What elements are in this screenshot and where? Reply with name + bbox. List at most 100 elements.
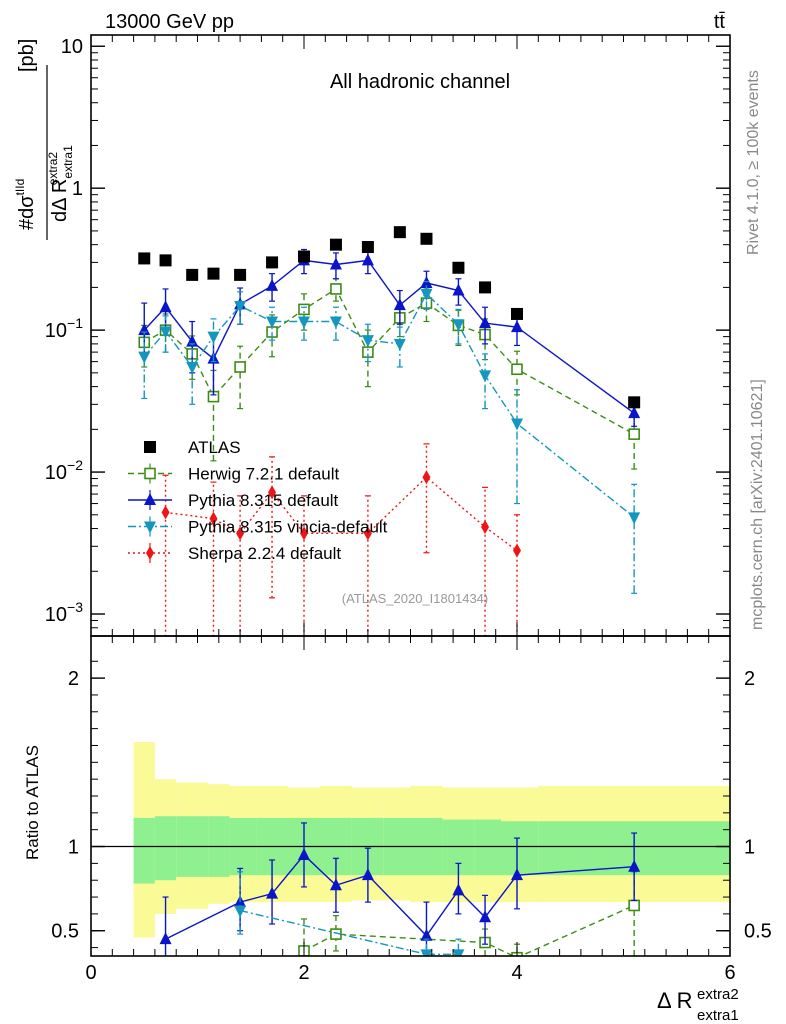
main-point-atlas [186,268,199,281]
energy-label: 13000 GeV pp [105,11,234,33]
main-y-axis-label: #dσtIId dΔ Rextra1extra2 [pb] [13,39,75,240]
y-label-unit: [pb] [16,39,38,72]
ratio-series-vincia [234,871,465,956]
ratio-point-vincia [234,905,247,918]
main-point-atlas [479,281,492,294]
main-point-atlas [298,250,310,263]
ratio-series-pythia [159,822,641,956]
main-line-sherpa [165,476,518,552]
main-point-atlas [361,241,374,254]
mcplots-label: mcplots.cern.ch [arXiv:2401.10621] [749,379,766,630]
main-point-sherpa [363,526,372,541]
uncertainty-band-inner [474,819,502,876]
main-point-vincia [511,418,523,431]
main-point-vincia [628,512,641,525]
main-point-pythia [452,283,465,296]
ratio-point-pythia [159,932,172,945]
ratio-y-tick-label-right: 2 [744,668,755,690]
main-point-vincia [266,316,279,329]
main-point-vincia [420,288,433,301]
legend-label-vincia: Pythia 8.315 vincia-default [188,518,388,537]
x-tick-label: 0 [85,962,96,984]
ratio-point-pythia [511,868,523,881]
main-point-atlas [628,396,641,409]
main-point-sherpa [236,526,245,541]
main-point-pythia [511,320,523,333]
legend: ATLAS Herwig 7.2.1 default Pythia 8.315 de… [128,438,388,563]
legend-item-atlas: ATLAS [144,438,241,457]
legend-marker-pythia [144,493,156,505]
main-point-herwig [234,361,246,373]
main-point-herwig [330,283,342,295]
main-y-tick-label: 10−1 [45,315,83,342]
x-tick-label: 2 [298,962,309,984]
ratio-point-pythia [361,868,374,881]
uncertainty-band-inner [154,816,177,881]
main-point-vincia [298,316,310,329]
main-panel: 10 1 10−1 10−2 10−3 All hadronic channel (AT… [13,34,731,637]
main-point-pythia [479,316,492,329]
main-line-pythia [143,259,635,414]
ratio-point-pythia [628,859,641,872]
legend-label-herwig: Herwig 7.2.1 default [188,465,339,484]
main-series-atlas [138,226,641,409]
legend-marker-herwig [144,467,156,480]
main-point-sherpa [209,511,218,526]
legend-item-sherpa: Sherpa 2.2.4 default [128,543,341,563]
ratio-y-label: Ratio to ATLAS [23,745,42,860]
x-label-main: Δ R [657,988,692,1013]
ratio-point-pythia [452,883,465,896]
ratio-point-pythia [266,886,279,899]
main-y-tick-label: 10−2 [45,457,83,484]
ratio-y-tick-label: 0.5 [51,921,79,943]
ratio-y-tick-label-right: 1 [744,837,755,859]
main-point-atlas [266,256,279,269]
ratio-panel: 2 2 1 1 0.5 0.5 0 2 4 6 Ratio to ATLAS Δ R extra1… [23,635,772,1024]
legend-item-vincia: Pythia 8.315 vincia-default [128,516,388,537]
ratio-point-pythia [329,878,342,891]
main-point-atlas [393,226,406,239]
legend-label-pythia: Pythia 8.315 default [188,491,339,510]
main-point-atlas [511,307,523,320]
analysis-label: (ATLAS_2020_I1801434) [342,591,488,606]
main-point-vincia [186,361,199,374]
main-series-vincia [138,280,641,594]
main-point-herwig [511,363,523,376]
main-point-atlas [452,261,465,274]
ratio-point-pythia [479,910,492,923]
ratio-y-tick-label: 2 [68,668,79,690]
main-point-vincia [393,338,406,351]
main-point-vincia [138,351,151,364]
main-point-sherpa [300,526,308,541]
main-line-vincia [143,292,635,518]
main-point-vincia [329,316,342,329]
main-point-pythia [393,298,406,311]
main-point-atlas [138,252,151,265]
x-label-sup: extra2 [697,986,739,1003]
main-point-pythia [159,300,172,313]
ratio-line-vincia [239,909,459,956]
main-point-sherpa [268,485,277,500]
ratio-point-pythia [298,847,310,860]
main-point-sherpa [481,520,490,535]
y-label-denominator: dΔ Rextra1extra2 [46,145,75,222]
uncertainty-band-inner [501,821,539,876]
main-point-atlas [207,267,220,280]
uncertainty-band-inner [133,817,155,884]
main-y-tick-label: 1 [72,178,83,200]
ratio-point-herwig [628,899,640,912]
legend-label-atlas: ATLAS [188,438,241,457]
x-axis-label: Δ R extra1 extra2 [657,986,739,1024]
main-y-tick-label: 10−3 [45,599,83,626]
main-point-vincia [479,370,492,383]
main-point-atlas [329,238,342,251]
main-point-atlas [159,254,172,267]
legend-marker-vincia [144,521,156,534]
main-point-herwig [628,428,640,440]
main-point-pythia [628,406,641,419]
chart-title: All hadronic channel [330,71,510,93]
legend-label-sherpa: Sherpa 2.2.4 default [188,544,341,563]
main-series-pythia [138,248,641,427]
rivet-version-label: Rivet 4.1.0, ≥ 100k events [745,70,762,255]
